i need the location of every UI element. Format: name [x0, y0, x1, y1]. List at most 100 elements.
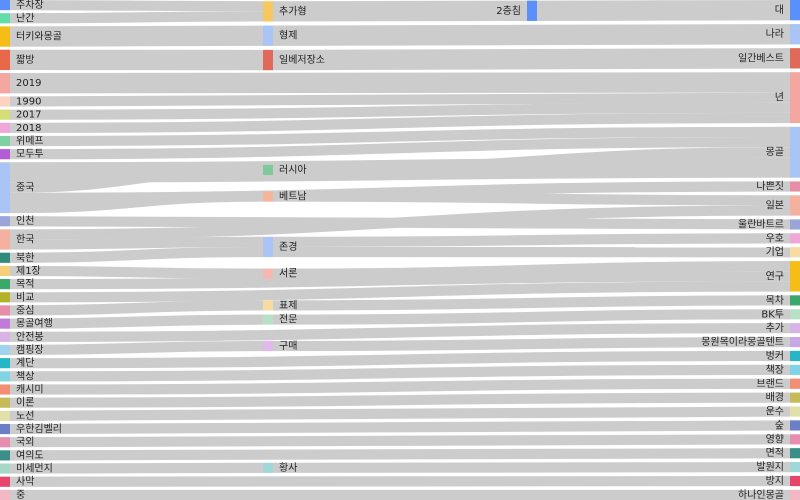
- node-n4[interactable]: [0, 73, 10, 94]
- node-m2[interactable]: [263, 49, 273, 71]
- node-n25[interactable]: [0, 410, 10, 421]
- node-m10[interactable]: [263, 462, 273, 473]
- node-m8[interactable]: [263, 314, 273, 325]
- node-n21[interactable]: [0, 358, 10, 369]
- node-r14[interactable]: [790, 336, 800, 348]
- node-n3[interactable]: [0, 49, 10, 71]
- node-r4[interactable]: [790, 126, 800, 178]
- node-r20[interactable]: [790, 420, 800, 431]
- node-label-r9: 기업: [766, 245, 784, 258]
- node-label-m9: 구매: [279, 340, 297, 352]
- node-label-m0: 추가형: [279, 5, 307, 17]
- node-r23[interactable]: [790, 462, 800, 473]
- link-n1-m0: [9, 11, 264, 24]
- node-label-n2: 터키와몽골: [16, 31, 62, 43]
- node-n27[interactable]: [0, 437, 10, 448]
- node-r22[interactable]: [790, 448, 800, 459]
- node-n7[interactable]: [0, 122, 10, 133]
- node-m3[interactable]: [263, 164, 273, 176]
- node-r1[interactable]: [790, 24, 800, 45]
- node-r18[interactable]: [790, 392, 800, 403]
- link-n6-r3: [9, 102, 791, 120]
- node-n5[interactable]: [0, 96, 10, 107]
- node-n22[interactable]: [0, 371, 10, 382]
- node-m5[interactable]: [263, 236, 273, 258]
- link-m9-r14: [272, 336, 791, 352]
- node-n31[interactable]: [0, 489, 10, 500]
- node-m9[interactable]: [263, 340, 273, 352]
- node-label-r19: 운수: [766, 406, 784, 418]
- node-r16[interactable]: [790, 364, 800, 375]
- node-n12[interactable]: [0, 229, 10, 250]
- node-r7[interactable]: [790, 219, 800, 230]
- node-label-n28: 여의도: [16, 449, 44, 461]
- node-r8[interactable]: [790, 233, 800, 244]
- node-label-n9: 모두투: [16, 148, 44, 160]
- node-label-n21: 계단: [16, 357, 34, 369]
- node-n6[interactable]: [0, 109, 10, 120]
- node-r25[interactable]: [790, 489, 800, 500]
- link-n10-m4: [9, 191, 264, 214]
- link-n12-m5: [9, 236, 264, 250]
- node-r10[interactable]: [790, 261, 800, 292]
- node-n10[interactable]: [0, 162, 10, 214]
- node-n17[interactable]: [0, 305, 10, 316]
- node-k0[interactable]: [527, 0, 537, 21]
- node-r6[interactable]: [790, 195, 800, 216]
- node-label-m2: 일베저장소: [279, 54, 325, 66]
- link-m1-r1: [272, 24, 791, 46]
- node-r5[interactable]: [790, 181, 800, 192]
- node-n28[interactable]: [0, 450, 10, 461]
- node-r9[interactable]: [790, 247, 800, 258]
- node-r21[interactable]: [790, 434, 800, 445]
- node-n14[interactable]: [0, 265, 10, 277]
- node-n0[interactable]: [0, 0, 10, 11]
- node-label-r14: 몽원목이라몽골텐트: [701, 336, 784, 348]
- node-r12[interactable]: [790, 309, 800, 320]
- node-n29[interactable]: [0, 463, 10, 474]
- node-n24[interactable]: [0, 397, 10, 408]
- node-r11[interactable]: [790, 295, 800, 306]
- node-m4[interactable]: [263, 191, 273, 202]
- links-layer: [9, 0, 791, 500]
- node-m1[interactable]: [263, 25, 273, 46]
- node-n20[interactable]: [0, 344, 10, 356]
- node-n2[interactable]: [0, 26, 10, 47]
- node-m7[interactable]: [263, 300, 273, 311]
- link-m10-r23: [272, 462, 791, 473]
- node-label-r2: 일간베스트: [738, 52, 784, 64]
- node-n15[interactable]: [0, 279, 10, 290]
- node-n18[interactable]: [0, 318, 10, 329]
- node-n13[interactable]: [0, 252, 10, 263]
- link-n7-r3: [9, 112, 791, 133]
- node-r17[interactable]: [790, 378, 800, 389]
- node-n11[interactable]: [0, 216, 10, 227]
- link-n13-m5: [9, 246, 264, 263]
- node-label-m1: 형제: [279, 30, 297, 42]
- node-r24[interactable]: [790, 475, 800, 487]
- node-n19[interactable]: [0, 331, 10, 342]
- node-m0[interactable]: [263, 1, 273, 22]
- node-n30[interactable]: [0, 476, 10, 487]
- node-n16[interactable]: [0, 292, 10, 303]
- node-r19[interactable]: [790, 406, 800, 417]
- node-r0[interactable]: [790, 0, 800, 21]
- node-m6[interactable]: [263, 268, 273, 279]
- node-n8[interactable]: [0, 135, 10, 147]
- node-label-n5: 1990: [16, 96, 41, 107]
- node-n9[interactable]: [0, 149, 10, 160]
- link-n10-m3: [9, 164, 264, 193]
- node-r2[interactable]: [790, 48, 800, 69]
- node-r3[interactable]: [790, 72, 800, 124]
- node-r13[interactable]: [790, 323, 800, 334]
- node-n1[interactable]: [0, 13, 10, 24]
- node-label-r16: 책장: [766, 364, 784, 376]
- link-n4-r3: [9, 72, 791, 94]
- node-n26[interactable]: [0, 423, 10, 435]
- link-n11-r7: [9, 216, 791, 230]
- node-r15[interactable]: [790, 350, 800, 362]
- node-n23[interactable]: [0, 384, 10, 395]
